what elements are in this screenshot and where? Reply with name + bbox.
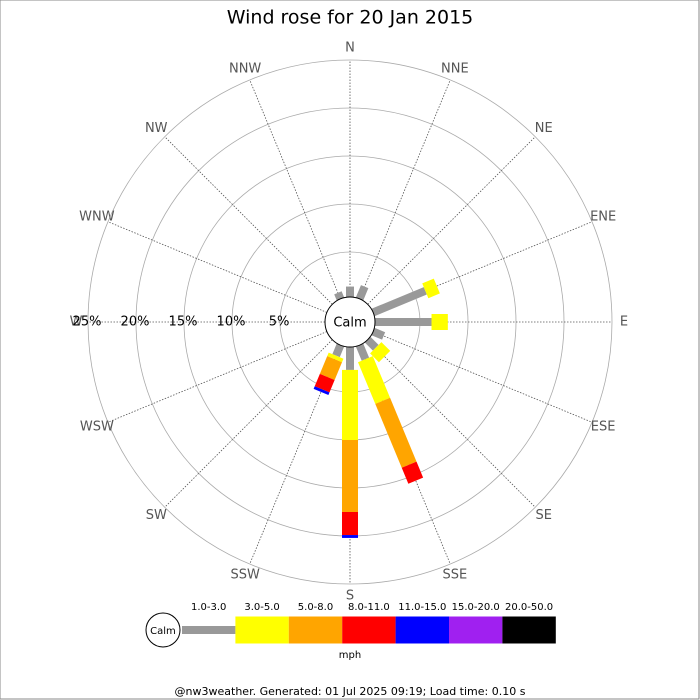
tick-labels: 5% 10% 15% 20% 25% bbox=[73, 315, 290, 330]
spoke bbox=[107, 221, 328, 313]
bar-segment bbox=[401, 461, 424, 484]
direction-label: NE bbox=[535, 121, 553, 136]
bar-segment bbox=[313, 386, 330, 396]
bar-segment bbox=[342, 512, 358, 536]
bar-segment bbox=[368, 287, 427, 318]
r-tick-label: 20% bbox=[121, 315, 150, 330]
bar-segment bbox=[431, 314, 448, 330]
legend-calm-label: Calm bbox=[150, 626, 176, 637]
legend-label: 1.0-3.0 bbox=[191, 602, 226, 613]
legend-calm-circle bbox=[145, 612, 181, 648]
legend-swatch bbox=[342, 616, 396, 644]
bar-segment bbox=[370, 342, 391, 363]
legend-label: 8.0-11.0 bbox=[348, 602, 390, 613]
bar-segment bbox=[372, 318, 432, 326]
bar-segment bbox=[422, 278, 440, 299]
chart-title: Wind rose for 20 Jan 2015 bbox=[227, 7, 474, 29]
direction-label: ESE bbox=[591, 419, 616, 434]
legend-label: 3.0-5.0 bbox=[244, 602, 279, 613]
direction-label: NNE bbox=[441, 61, 469, 76]
legend-unit: mph bbox=[339, 650, 361, 661]
bar-segment bbox=[358, 356, 391, 404]
direction-label: SSW bbox=[230, 568, 260, 583]
spoke bbox=[372, 331, 593, 423]
direction-label: E bbox=[620, 315, 628, 330]
r-tick-label: 5% bbox=[269, 315, 290, 330]
legend-swatch bbox=[235, 616, 289, 644]
bar-segment bbox=[342, 440, 358, 512]
direction-label: SSE bbox=[442, 568, 467, 583]
legend-label: 5.0-8.0 bbox=[298, 602, 333, 613]
bars bbox=[313, 278, 448, 538]
bar-segment bbox=[346, 344, 354, 370]
grid: N NNE NE ENE E ESE SE SSE S SSW SW WSW W WNW NW NNW bbox=[70, 41, 629, 604]
footer: @nw3weather. Generated: 01 Jul 2025 09:1… bbox=[175, 685, 526, 698]
calm-label: Calm bbox=[333, 316, 366, 331]
r-tick-label: 10% bbox=[217, 315, 246, 330]
direction-label: SE bbox=[536, 508, 552, 523]
spoke bbox=[164, 136, 333, 305]
direction-label: WSW bbox=[80, 419, 114, 434]
bar-segment bbox=[375, 397, 417, 468]
legend-swatch bbox=[288, 616, 343, 644]
bar-segment bbox=[342, 535, 358, 538]
grid-ring bbox=[87, 59, 613, 585]
r-tick-label: 25% bbox=[73, 315, 102, 330]
bar-segment bbox=[346, 286, 354, 300]
legend-swatch bbox=[449, 616, 503, 644]
spoke bbox=[367, 136, 536, 305]
spoke bbox=[107, 331, 328, 423]
spoke bbox=[359, 79, 451, 300]
direction-label: W bbox=[70, 315, 83, 330]
legend-swatch bbox=[395, 616, 449, 644]
spoke bbox=[367, 339, 536, 508]
direction-label: SW bbox=[146, 508, 167, 523]
legend-label: 20.0-50.0 bbox=[505, 602, 553, 613]
bar-segment bbox=[314, 373, 335, 393]
spoke bbox=[249, 79, 341, 300]
direction-label: WNW bbox=[79, 210, 115, 225]
direction-label: S bbox=[346, 589, 354, 604]
calm-circle bbox=[324, 296, 376, 348]
legend-label: 11.0-15.0 bbox=[398, 602, 446, 613]
r-tick-label: 15% bbox=[169, 315, 198, 330]
spoke bbox=[164, 339, 333, 508]
direction-label: NW bbox=[145, 121, 168, 136]
direction-label: ENE bbox=[590, 210, 616, 225]
bar-segment bbox=[319, 356, 342, 380]
legend-label: 15.0-20.0 bbox=[452, 602, 500, 613]
bar-segment bbox=[327, 352, 344, 363]
direction-label: N bbox=[345, 41, 355, 56]
legend-swatch bbox=[182, 626, 236, 634]
bar-segment bbox=[342, 369, 358, 440]
legend-swatch bbox=[502, 616, 556, 644]
direction-label: NNW bbox=[229, 61, 261, 76]
legend: Calm mph 1.0-3.0 3.0-5.0 5.0-8.0 8.0-11.0 11… bbox=[145, 602, 556, 661]
